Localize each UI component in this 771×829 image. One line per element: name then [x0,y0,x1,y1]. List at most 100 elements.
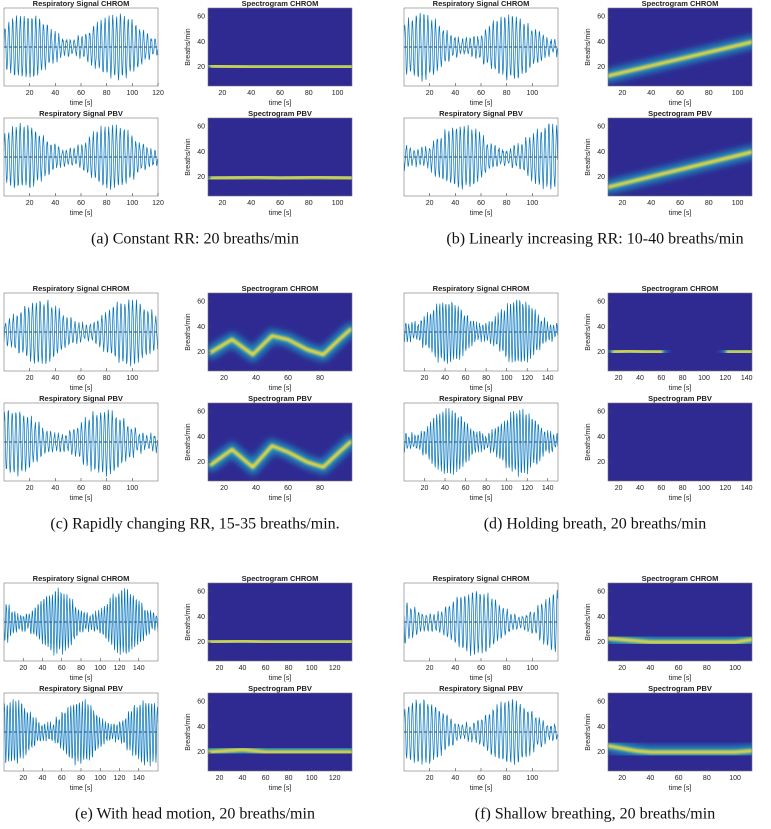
x-tick-label: 40 [646,665,654,672]
x-tick-label: 80 [705,200,713,207]
x-tick-label: 120 [329,775,341,782]
plot-title: Respiratory Signal CHROM [433,284,530,293]
x-tick-label: 40 [252,485,260,492]
plot-title: Spectrogram PBV [648,109,712,118]
x-tick-label: 40 [252,375,260,382]
plot-title: Respiratory Signal PBV [39,109,123,118]
x-tick-label: 20 [220,375,228,382]
x-tick-label: 20 [19,665,27,672]
x-tick-label: 40 [51,90,59,97]
waveform [4,299,158,367]
y-tick-label: 20 [197,64,205,71]
plot-content [608,146,752,194]
caption: (a) Constant RR: 20 breaths/min [91,231,299,248]
y-axis-label: Breaths/min [185,713,192,750]
plot-content [208,171,352,185]
x-tick-label: 80 [703,775,711,782]
x-tick-label: 140 [133,775,145,782]
waveform [404,12,558,82]
plot-title: Spectrogram PBV [248,109,312,118]
plot-content [404,590,558,656]
x-tick-label: 40 [247,90,255,97]
x-tick-label: 80 [705,90,713,97]
x-tick-label: 100 [729,665,741,672]
x-tick-label: 40 [636,485,644,492]
x-tick-label: 20 [618,665,626,672]
y-tick-label: 60 [597,124,605,131]
x-tick-label: 80 [77,665,85,672]
plot-content [208,743,352,759]
plot-area [608,583,752,661]
waveform [404,299,558,364]
x-tick-label: 60 [284,485,292,492]
plot-title: Respiratory Signal PBV [39,394,123,403]
plot-content [4,699,158,767]
x-tick-label: 60 [276,90,284,97]
ridge [608,744,752,754]
plot-frame [207,292,353,372]
plot-content [208,436,352,476]
y-tick-label: 20 [597,174,605,181]
ridge [209,175,352,181]
waveform [4,13,158,81]
ridge [209,327,352,357]
waveform [4,122,158,190]
caption: (f) Shallow breathing, 20 breaths/min [475,806,715,823]
x-tick-label: 40 [451,775,459,782]
waveform [404,698,558,765]
waveform [404,408,558,477]
ridge [208,747,352,754]
x-tick-label: 100 [126,90,138,97]
y-tick-label: 40 [597,39,605,46]
plot-frame [207,582,353,662]
x-tick-label: 20 [216,775,224,782]
x-tick-label: 120 [521,375,533,382]
x-tick-label: 60 [77,485,85,492]
x-tick-label: 60 [675,775,683,782]
x-axis-label: time [s] [70,100,93,107]
plot-content [608,739,752,759]
x-tick-label: 100 [526,90,538,97]
x-tick-label: 20 [426,90,434,97]
x-tick-label: 80 [316,485,324,492]
x-tick-label: 80 [103,200,111,207]
plot-title: Respiratory Signal PBV [439,684,523,693]
x-tick-label: 40 [451,200,459,207]
x-tick-label: 60 [477,90,485,97]
y-tick-label: 40 [597,614,605,621]
caption: (b) Linearly increasing RR: 10-40 breath… [446,231,743,248]
x-axis-label: time [s] [470,385,493,392]
x-tick-label: 100 [126,200,138,207]
caption: (c) Rapidly changing RR, 15-35 breaths/m… [50,516,339,533]
x-tick-label: 120 [152,90,164,97]
plot-area [208,583,352,661]
x-tick-label: 60 [262,775,270,782]
ridge [208,639,352,644]
x-tick-label: 20 [618,775,626,782]
x-tick-label: 120 [152,200,164,207]
x-tick-label: 20 [26,485,34,492]
x-tick-label: 80 [503,90,511,97]
x-axis-label: time [s] [269,100,292,107]
x-tick-label: 60 [477,200,485,207]
x-axis-label: time [s] [70,385,93,392]
plot-title: Respiratory Signal CHROM [433,0,530,8]
y-tick-label: 40 [197,39,205,46]
y-axis-label: Breaths/min [185,313,192,350]
x-tick-label: 60 [462,375,470,382]
waveform [4,587,158,656]
plot-content [404,299,558,364]
x-tick-label: 100 [729,775,741,782]
x-axis-label: time [s] [669,785,692,792]
y-tick-label: 20 [597,349,605,356]
x-tick-label: 140 [542,375,554,382]
y-tick-label: 60 [197,299,205,306]
plot-area [208,403,352,481]
caption: (d) Holding breath, 20 breaths/min [484,516,707,533]
x-tick-label: 80 [316,375,324,382]
x-tick-label: 100 [732,90,744,97]
x-tick-label: 60 [77,200,85,207]
x-axis-label: time [s] [70,785,93,792]
x-axis-label: time [s] [669,495,692,502]
